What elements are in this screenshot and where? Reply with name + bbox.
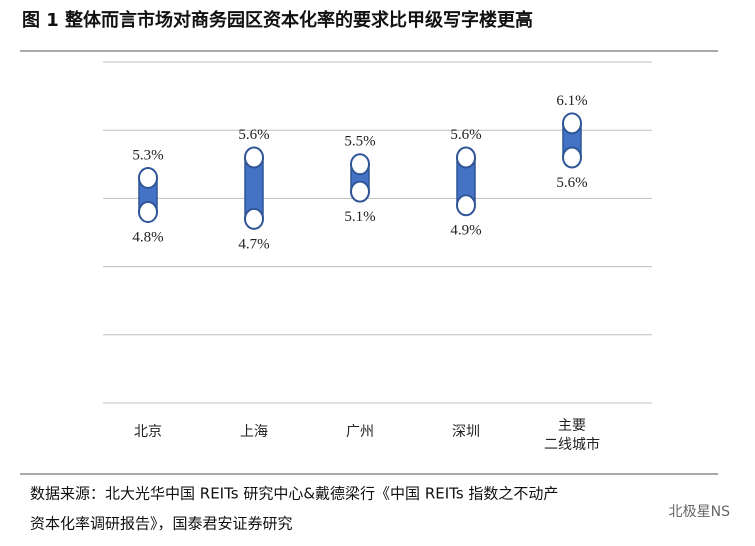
- x-tick-label: 广州: [346, 424, 374, 440]
- high-marker: [244, 146, 264, 169]
- low-label: 4.9%: [450, 223, 481, 239]
- high-label: 6.1%: [556, 93, 587, 109]
- x-tick-label: 深圳: [452, 424, 480, 440]
- low-label: 5.1%: [344, 209, 375, 225]
- low-marker: [138, 201, 158, 224]
- high-label: 5.3%: [132, 147, 163, 163]
- low-label: 4.8%: [132, 229, 163, 245]
- high-label: 5.5%: [344, 134, 375, 150]
- low-marker: [562, 146, 582, 169]
- source-line: 资本化率调研报告》，国泰君安证券研究: [30, 515, 293, 533]
- x-tick-label: 主要二线城市: [544, 418, 600, 453]
- high-marker: [138, 166, 158, 189]
- low-marker: [350, 180, 370, 203]
- low-marker: [456, 194, 476, 217]
- high-marker: [350, 153, 370, 176]
- high-label: 5.6%: [450, 127, 481, 143]
- x-tick-label: 北京: [134, 424, 162, 440]
- low-marker: [244, 207, 264, 230]
- source-line: 数据来源：北大光华中国 REITs 研究中心&戴德梁行《中国 REITs 指数之…: [30, 485, 558, 503]
- high-label: 5.6%: [238, 127, 269, 143]
- x-tick-label: 上海: [240, 424, 268, 440]
- low-label: 5.6%: [556, 175, 587, 191]
- high-marker: [562, 112, 582, 135]
- high-marker: [456, 146, 476, 169]
- watermark: 北极星NS: [669, 504, 730, 520]
- low-label: 4.7%: [238, 236, 269, 252]
- chart-title: 图 1 整体而言市场对商务园区资本化率的要求比甲级写字楼更高: [22, 9, 533, 31]
